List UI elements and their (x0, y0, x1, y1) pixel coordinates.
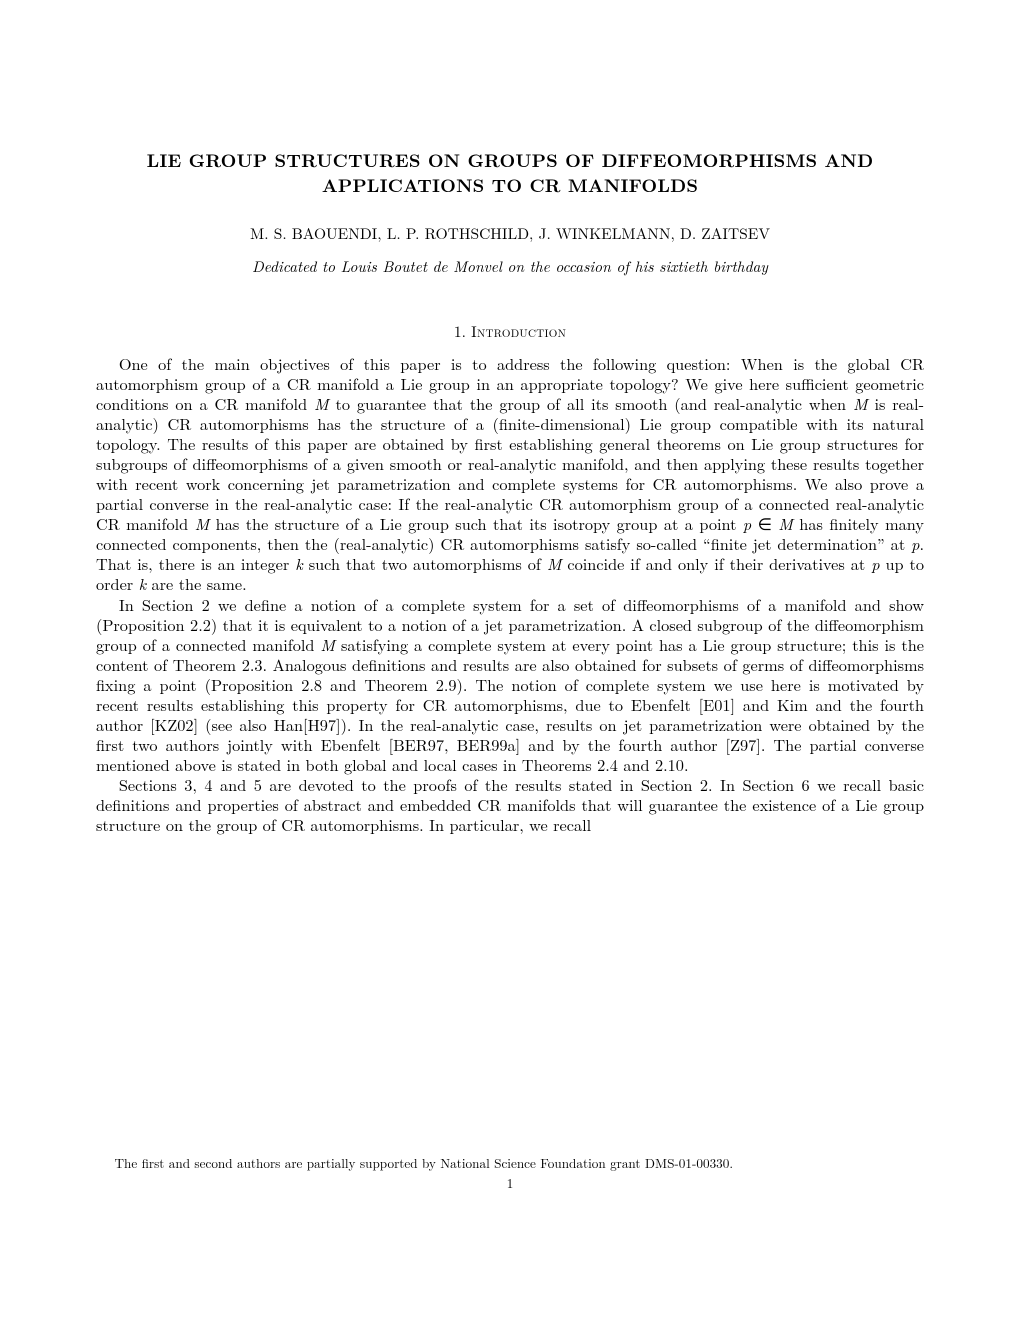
paragraph-2: In Section 2 we define a notion of a com… (96, 595, 924, 775)
paragraph-3: Sections 3, 4 and 5 are devoted to the p… (96, 775, 924, 835)
section-heading: 1. Introduction (96, 321, 924, 342)
page: LIE GROUP STRUCTURES ON GROUPS OF DIFFEO… (0, 0, 1020, 1320)
footer-block: The first and second authors are partial… (96, 1141, 924, 1193)
paragraph-1: One of the main objectives of this paper… (96, 354, 924, 594)
page-number: 1 (96, 1173, 924, 1192)
text: coincide if and only if their derivative… (561, 552, 871, 575)
math-var: k (295, 552, 303, 575)
text: such that two automorphisms of (303, 552, 547, 575)
section-number: 1. (454, 321, 466, 342)
paper-title: LIE GROUP STRUCTURES ON GROUPS OF DIFFEO… (96, 148, 924, 197)
title-line-1: LIE GROUP STRUCTURES ON GROUPS OF DIFFEO… (147, 147, 874, 173)
text: satisfying a complete system at every po… (96, 633, 924, 776)
math-var: p (871, 552, 879, 575)
math-var: M (547, 552, 562, 575)
dedication: Dedicated to Louis Boutet de Monvel on t… (96, 256, 924, 277)
footnote: The first and second authors are partial… (96, 1155, 924, 1172)
title-line-2: APPLICATIONS TO CR MANIFOLDS (322, 172, 698, 198)
authors: M. S. BAOUENDI, L. P. ROTHSCHILD, J. WIN… (96, 223, 924, 244)
section-title: Introduction (471, 321, 566, 342)
